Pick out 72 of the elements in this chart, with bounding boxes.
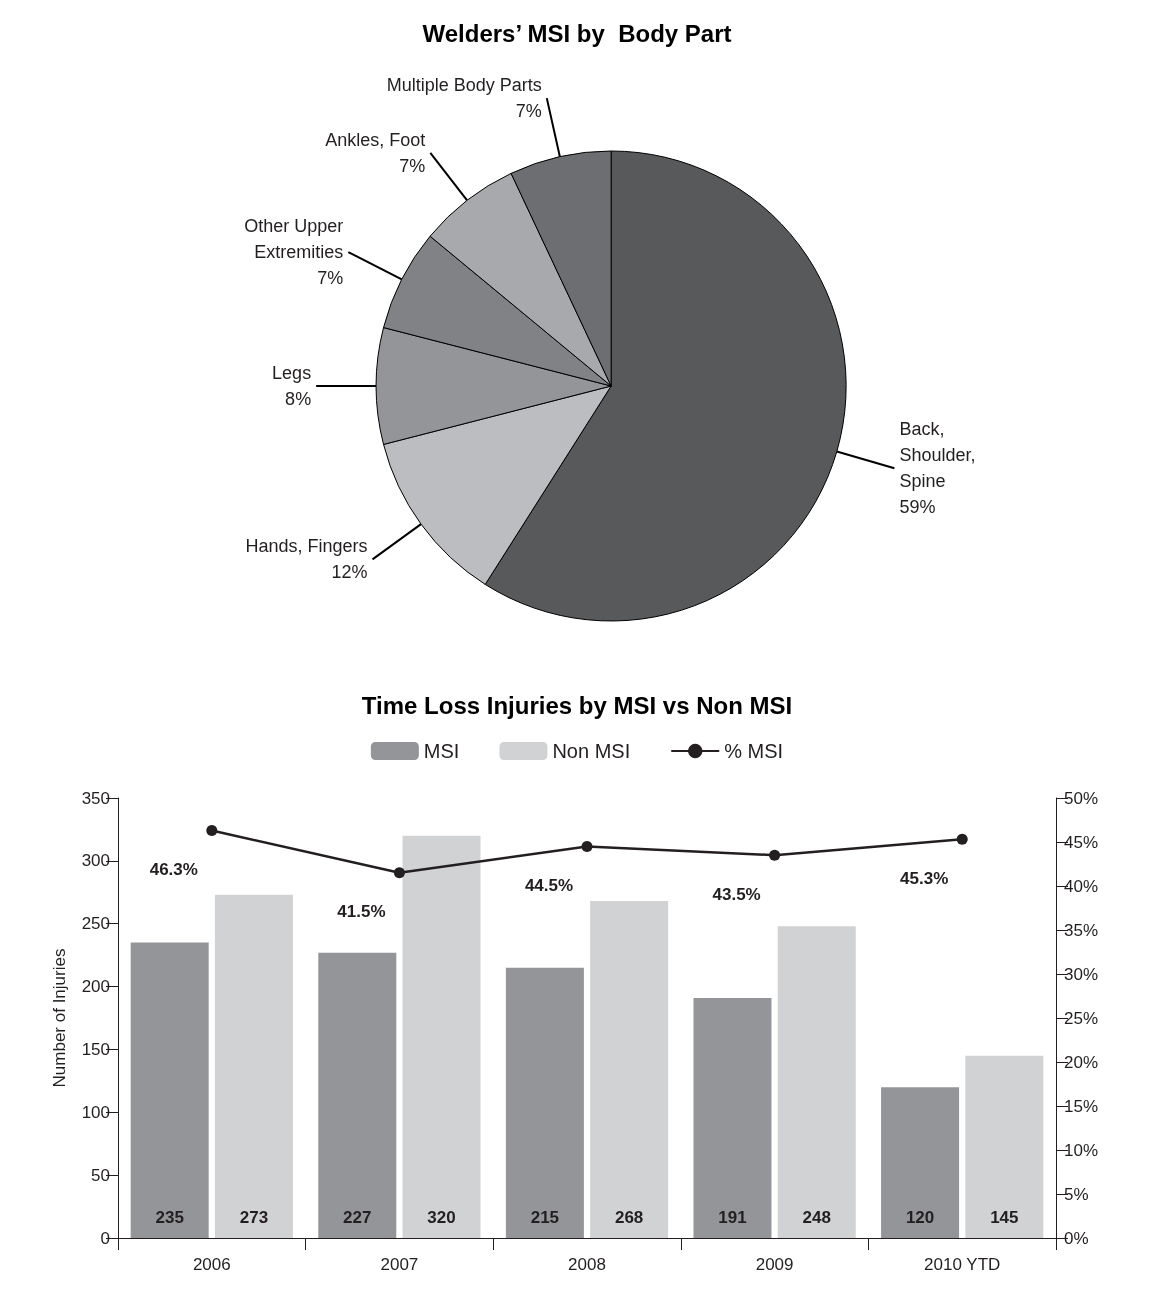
point: [581, 840, 593, 852]
bar: [590, 901, 669, 1238]
slice-label: Ankles, Foot: [325, 129, 426, 150]
chart-title: Time Loss Injuries by MSI vs Non MSI: [361, 691, 793, 719]
y2-tick-label: 45%: [1064, 832, 1099, 852]
data-label: 45.3%: [900, 868, 949, 888]
x-tick-label: 2010 YTD: [924, 1255, 1001, 1274]
y2-tick-label: 15%: [1064, 1096, 1099, 1116]
bar: [693, 997, 772, 1238]
y-tick-label: 150: [81, 1039, 110, 1059]
y-tick-label: 100: [81, 1102, 110, 1122]
point: [769, 849, 781, 861]
y-tick-label: 50: [91, 1165, 110, 1185]
bar: [318, 952, 397, 1238]
slice-label: Legs: [272, 363, 312, 383]
bar: [881, 1087, 960, 1238]
data-label: 227: [343, 1208, 372, 1227]
bar: [505, 967, 584, 1238]
chart-title: Welders’ MSI by Body Part: [422, 19, 732, 47]
point: [206, 825, 218, 837]
y-tick-label: 0: [100, 1228, 110, 1248]
x-tick-label: 2008: [568, 1255, 606, 1274]
x-tick-label: 2007: [380, 1255, 419, 1274]
data-label: 8%: [285, 389, 312, 409]
y2-tick-label: 50%: [1064, 788, 1099, 808]
bar: [402, 835, 481, 1238]
y-tick-label: 250: [81, 914, 110, 934]
y2-tick-label: 10%: [1064, 1140, 1099, 1160]
data-label: 191: [718, 1208, 747, 1227]
x-tick-label: 2006: [192, 1255, 231, 1274]
legend-label: Non MSI: [552, 740, 631, 762]
data-label: 7%: [317, 268, 344, 289]
data-label: 59%: [899, 497, 936, 518]
y-tick-label: 200: [81, 977, 110, 997]
bar: [130, 942, 209, 1238]
slice-label: Back, Shoulder, Spine: [899, 419, 976, 492]
data-label: 46.3%: [149, 860, 198, 880]
y2-tick-label: 40%: [1064, 876, 1099, 896]
y-axis-title: Number of Injuries: [50, 948, 69, 1088]
y2-tick-label: 5%: [1064, 1184, 1089, 1204]
y-tick-label: 350: [81, 788, 110, 808]
bar: [965, 1055, 1044, 1238]
bar: [214, 894, 293, 1238]
data-label: 273: [239, 1208, 269, 1227]
legend-label: % MSI: [724, 740, 784, 762]
y2-tick-label: 20%: [1064, 1052, 1099, 1072]
data-label: 44.5%: [524, 875, 574, 895]
data-label: 7%: [515, 101, 542, 122]
data-label: 41.5%: [337, 902, 386, 922]
slice-label: Multiple Body Parts: [386, 75, 542, 96]
y2-tick-label: 30%: [1064, 964, 1099, 984]
data-label: 235: [155, 1208, 184, 1227]
data-label: 215: [530, 1208, 560, 1227]
slice-label: Other Upper Extremities: [244, 216, 344, 263]
y2-tick-label: 25%: [1064, 1008, 1099, 1028]
x-tick-label: 2009: [755, 1255, 794, 1274]
y2-tick-label: 0%: [1064, 1228, 1089, 1248]
data-label: 12%: [331, 562, 368, 583]
y-tick-label: 300: [81, 851, 110, 871]
data-label: 7%: [399, 155, 426, 176]
data-label: 145: [990, 1208, 1019, 1227]
bar: [777, 926, 856, 1238]
data-label: 268: [614, 1208, 644, 1227]
data-label: 320: [427, 1208, 456, 1227]
data-label: 43.5%: [712, 884, 761, 904]
data-label: 248: [802, 1208, 831, 1227]
point: [393, 867, 405, 879]
data-label: 120: [905, 1208, 935, 1227]
slice-label: Hands, Fingers: [245, 536, 368, 557]
y2-tick-label: 35%: [1064, 920, 1099, 940]
legend-label: MSI: [423, 740, 460, 762]
point: [956, 833, 968, 845]
